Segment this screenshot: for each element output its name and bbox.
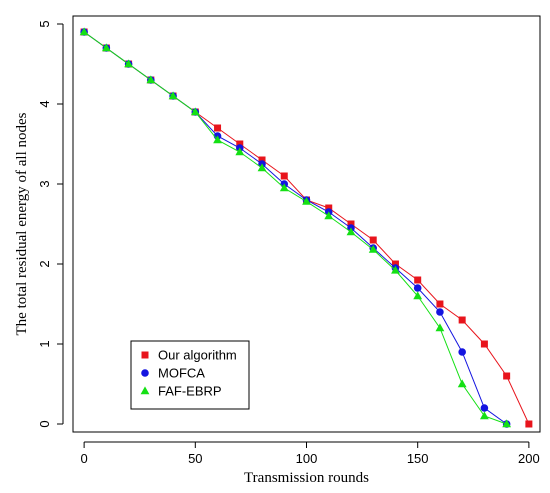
data-point <box>369 236 377 244</box>
data-point <box>213 135 222 144</box>
data-point <box>168 91 178 100</box>
data-point <box>101 43 111 52</box>
y-tick-label: 4 <box>37 100 52 107</box>
data-point <box>190 107 200 116</box>
data-point <box>146 75 156 84</box>
data-point <box>458 348 466 356</box>
y-tick-label: 0 <box>37 420 52 427</box>
data-point <box>525 420 533 428</box>
x-axis-title: Transmission rounds <box>244 470 369 486</box>
data-point <box>325 204 333 212</box>
data-point <box>502 419 512 428</box>
legend-label: Our algorithm <box>158 348 237 363</box>
legend: Our algorithm MOFCA FAF-EBRP <box>130 340 250 410</box>
data-point <box>436 300 444 308</box>
x-tick-label: 50 <box>188 451 202 466</box>
legend-marker <box>141 351 149 359</box>
y-tick-label: 1 <box>37 340 52 347</box>
data-point <box>503 372 511 380</box>
data-point <box>302 197 311 205</box>
plot-frame <box>72 15 541 433</box>
data-point <box>235 147 245 156</box>
data-point <box>413 284 422 292</box>
data-point <box>435 323 445 332</box>
data-point <box>458 316 466 324</box>
legend-label: MOFCA <box>158 366 205 381</box>
data-point <box>480 404 489 412</box>
data-point <box>414 276 422 284</box>
data-point <box>347 220 355 228</box>
series-3 <box>79 27 512 428</box>
x-tick-label: 150 <box>407 451 429 466</box>
y-axis-title: The total residual energy of all nodes <box>14 112 30 335</box>
data-point <box>214 124 222 132</box>
data-point <box>124 59 133 68</box>
data-point <box>79 27 89 36</box>
data-point <box>413 291 423 300</box>
data-point <box>391 265 400 274</box>
x-tick-label: 0 <box>81 451 88 466</box>
y-tick-label: 3 <box>37 180 52 187</box>
data-point <box>324 211 334 220</box>
y-axis: 0 1 2 3 4 5 <box>37 20 64 428</box>
data-point <box>279 183 289 192</box>
data-point <box>480 411 489 420</box>
x-tick-label: 100 <box>296 451 318 466</box>
legend-item: Our algorithm <box>141 348 237 363</box>
data-point <box>280 172 288 180</box>
data-point <box>480 340 488 348</box>
data-point <box>391 260 399 268</box>
legend-item: MOFCA <box>141 366 205 381</box>
y-tick-label: 5 <box>37 20 52 27</box>
data-point <box>457 379 467 388</box>
data-point <box>346 227 356 236</box>
legend-item: FAF-EBRP <box>140 384 222 399</box>
data-point <box>436 308 444 316</box>
data-point <box>368 245 378 253</box>
legend-box <box>130 340 250 410</box>
legend-label: FAF-EBRP <box>158 384 222 399</box>
legend-marker <box>140 386 150 395</box>
y-tick-label: 2 <box>37 260 52 267</box>
x-tick-label: 200 <box>518 451 540 466</box>
legend-marker <box>141 369 149 377</box>
series-layer <box>79 27 533 428</box>
x-axis: 0 50 100 150 200 <box>81 441 540 466</box>
data-point <box>236 140 244 148</box>
data-point <box>258 156 266 164</box>
data-point <box>257 163 267 172</box>
